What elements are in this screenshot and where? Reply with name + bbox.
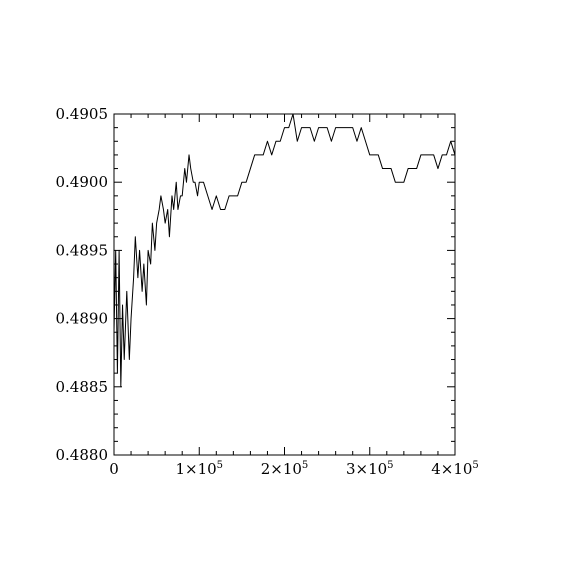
y-tick-label: 0.4895: [56, 241, 109, 259]
y-axis-tick-labels: 0.4880 0.4885 0.4890 0.4895 0.4900 0.4905: [56, 105, 109, 464]
x-tick-label: 1×105: [175, 460, 223, 478]
y-tick-label: 0.4885: [56, 378, 109, 396]
y-tick-label: 0.4900: [56, 173, 109, 191]
major-ticks: [113, 113, 456, 456]
x-tick-label: 2×105: [261, 460, 309, 478]
x-tick-label: 4×105: [431, 460, 479, 478]
y-tick-label: 0.4905: [56, 105, 109, 123]
series-line: [113, 113, 456, 388]
x-tick-label: 3×105: [346, 460, 394, 478]
x-tick-label: 0: [109, 460, 119, 478]
y-tick-label: 0.4890: [56, 310, 109, 328]
minor-ticks: [114, 114, 455, 455]
series-group: [113, 113, 456, 388]
x-axis-tick-labels: 0 1×105 2×105 3×105 4×105: [109, 460, 479, 478]
plot-frame: [113, 113, 456, 456]
y-tick-label: 0.4880: [56, 446, 109, 464]
